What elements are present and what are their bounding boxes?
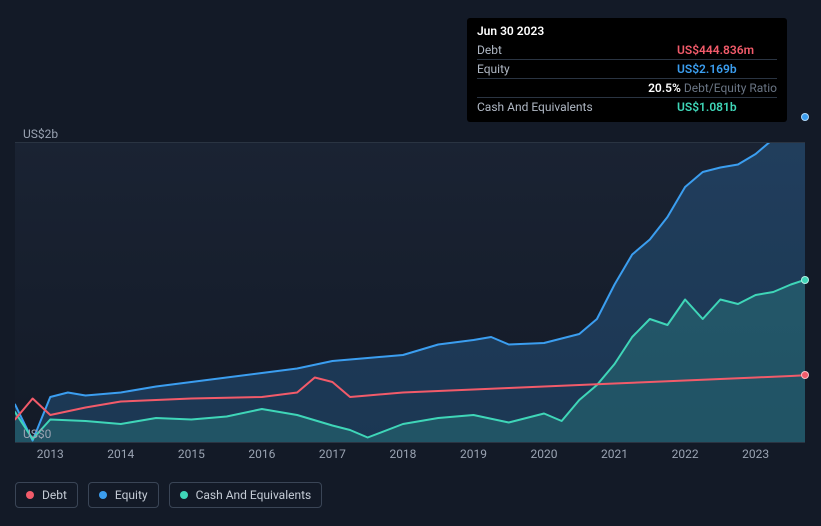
series-end-marker: [801, 371, 809, 379]
legend-label: Debt: [42, 488, 67, 502]
series-end-marker: [801, 276, 809, 284]
gridline: [15, 142, 805, 143]
tooltip-date: Jun 30 2023: [477, 24, 777, 41]
legend-dot-icon: [26, 491, 34, 499]
tooltip-row: 20.5% Debt/Equity Ratio: [477, 78, 777, 97]
x-axis-label: 2020: [531, 447, 558, 461]
tooltip-value: US$444.836m: [657, 43, 777, 57]
tooltip-label: Debt: [477, 43, 657, 57]
x-axis-label: 2015: [178, 447, 205, 461]
x-axis-label: 2021: [601, 447, 628, 461]
y-axis-label: US$0: [23, 427, 42, 441]
tooltip-label: Equity: [477, 62, 657, 76]
tooltip-row: DebtUS$444.836m: [477, 41, 777, 59]
legend-item-cash-and-equivalents[interactable]: Cash And Equivalents: [169, 482, 323, 508]
x-axis-label: 2018: [389, 447, 416, 461]
x-axis-label: 2016: [248, 447, 275, 461]
legend-label: Cash And Equivalents: [196, 488, 312, 502]
x-axis-label: 2023: [742, 447, 769, 461]
tooltip-value: US$1.081b: [657, 100, 777, 114]
tooltip-row: EquityUS$2.169b: [477, 59, 777, 78]
x-axis-label: 2017: [319, 447, 346, 461]
x-axis-label: 2022: [672, 447, 699, 461]
tooltip-value: US$2.169b: [657, 62, 777, 76]
tooltip-label: [477, 81, 628, 95]
tooltip-label: Cash And Equivalents: [477, 100, 657, 114]
x-axis: 2013 2014 2015 2016 2017 2018 2019 2020 2021 2022…: [15, 447, 805, 467]
legend-dot-icon: [99, 491, 107, 499]
tooltip-row: Cash And EquivalentsUS$1.081b: [477, 97, 777, 116]
y-axis-label: US$2b: [23, 127, 42, 141]
legend-item-debt[interactable]: Debt: [15, 482, 78, 508]
chart-tooltip: Jun 30 2023 DebtUS$444.836mEquityUS$2.16…: [467, 18, 787, 122]
gridline: [15, 442, 805, 443]
legend-dot-icon: [180, 491, 188, 499]
x-axis-label: 2019: [460, 447, 487, 461]
series-end-marker: [801, 113, 809, 121]
legend-item-equity[interactable]: Equity: [88, 482, 159, 508]
legend: Debt Equity Cash And Equivalents: [15, 482, 322, 508]
chart-plot-area[interactable]: [15, 142, 805, 442]
tooltip-value: 20.5% Debt/Equity Ratio: [628, 81, 777, 95]
x-axis-label: 2013: [37, 447, 64, 461]
x-axis-label: 2014: [107, 447, 134, 461]
legend-label: Equity: [115, 488, 148, 502]
